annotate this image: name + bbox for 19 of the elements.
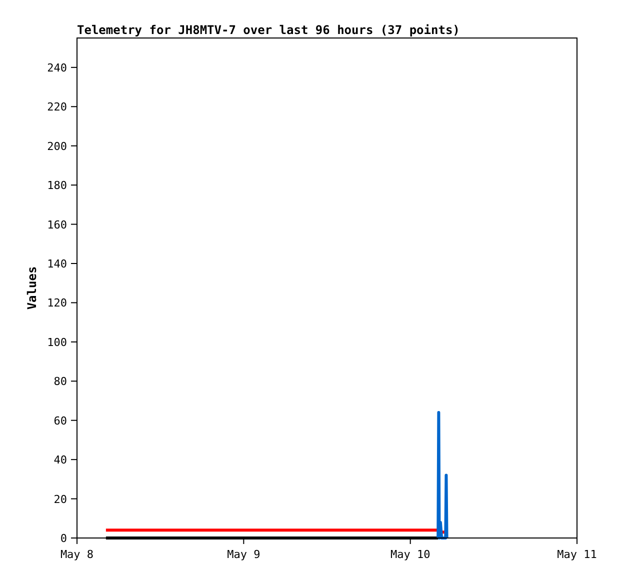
y-tick-label: 60: [54, 414, 67, 428]
chart-title: Telemetry for JH8MTV-7 over last 96 hours (37 points): [77, 23, 460, 37]
y-tick-label: 200: [47, 140, 67, 153]
y-tick-label: 40: [54, 454, 67, 467]
y-tick-label: 100: [47, 336, 67, 349]
y-tick-label: 240: [47, 61, 67, 74]
y-tick-label: 80: [54, 375, 67, 388]
x-tick-label: May 11: [557, 548, 597, 561]
y-tick-label: 0: [60, 532, 67, 545]
y-tick-label: 20: [54, 492, 67, 506]
x-tick-label: May 8: [60, 548, 94, 561]
y-tick-label: 120: [47, 296, 67, 310]
x-tick-label: May 10: [390, 548, 430, 561]
x-tick-label: May 9: [227, 548, 260, 561]
y-axis-title: Values: [25, 266, 39, 310]
y-tick-label: 180: [47, 179, 67, 192]
y-tick-label: 160: [47, 218, 67, 232]
y-tick-label: 140: [47, 257, 67, 270]
y-tick-label: 220: [47, 100, 67, 114]
